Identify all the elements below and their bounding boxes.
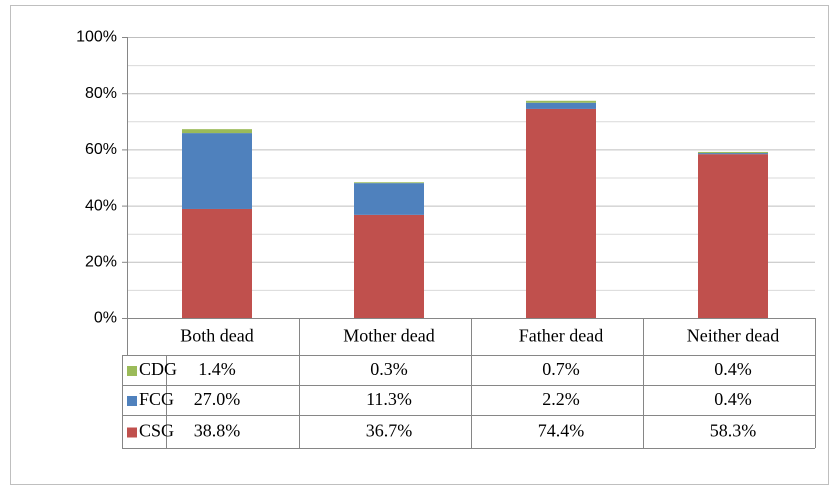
x-tick-label: Neither dead (687, 326, 779, 346)
x-tick-label: Both dead (180, 326, 254, 346)
legend-key (127, 366, 137, 376)
bar-segment (182, 133, 252, 209)
bar-segment (354, 182, 424, 184)
y-tick-label: 80% (85, 85, 117, 102)
data-label: 36.7% (366, 421, 413, 441)
legend-key (127, 427, 137, 438)
y-tick-label: 0% (94, 310, 117, 327)
y-tick-label: 60% (85, 141, 117, 158)
data-label: 27.0% (194, 389, 241, 409)
y-tick-label: 20% (85, 254, 117, 271)
x-tick-label: Father dead (519, 326, 603, 346)
bar-segment (182, 129, 252, 134)
data-label: 0.4% (714, 389, 752, 409)
data-label: 11.3% (366, 389, 412, 409)
bar-segment (698, 153, 768, 155)
data-label: 1.4% (198, 359, 236, 379)
bar-segment (182, 208, 252, 318)
data-label: 38.8% (194, 421, 241, 441)
bar-segment (354, 214, 424, 318)
legend-key (127, 396, 137, 406)
legend-label: CSG (139, 421, 174, 441)
data-label: 0.4% (714, 359, 752, 379)
legend-label: FCG (139, 389, 174, 409)
bar-segment (354, 183, 424, 215)
data-label: 2.2% (542, 389, 580, 409)
x-tick-label: Mother dead (343, 326, 434, 346)
data-label: 0.3% (370, 359, 408, 379)
bar-segment (526, 102, 596, 109)
bar-segment (698, 154, 768, 318)
legend-label: CDG (139, 359, 177, 379)
bar-segment (526, 108, 596, 318)
bar-segment (526, 100, 596, 103)
data-label: 74.4% (538, 421, 585, 441)
data-label: 58.3% (710, 421, 757, 441)
y-tick-label: 40% (85, 197, 117, 214)
data-label: 0.7% (542, 359, 580, 379)
y-tick-label: 100% (76, 29, 117, 46)
bar-segment (698, 151, 768, 154)
